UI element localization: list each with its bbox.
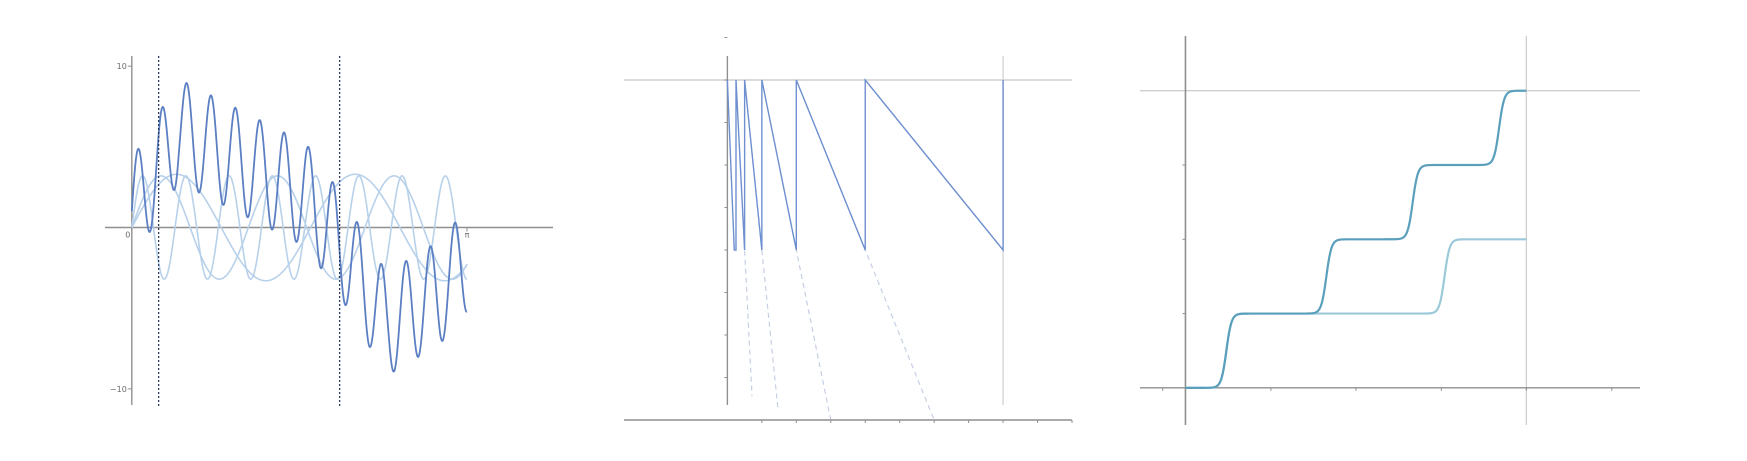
x-tick-label: π xyxy=(465,231,470,240)
x-tick-label: 0 xyxy=(125,231,130,240)
sum-wave xyxy=(130,82,468,373)
panel-decay-resets xyxy=(624,37,1073,423)
component-wave-3 xyxy=(131,173,468,282)
y-tick-label: 10 xyxy=(117,62,127,71)
dashed-continuation-1 xyxy=(735,79,753,397)
y-tick-label: −10 xyxy=(110,385,127,394)
sawtooth-decay-curve xyxy=(726,78,1004,252)
component-wave-2 xyxy=(131,175,468,280)
panel-wave-superposition: 10 −10 0 π xyxy=(105,56,553,406)
step-curve-a xyxy=(1185,89,1527,389)
panel-step-functions xyxy=(1140,36,1640,425)
step-curve-b xyxy=(1185,238,1527,389)
